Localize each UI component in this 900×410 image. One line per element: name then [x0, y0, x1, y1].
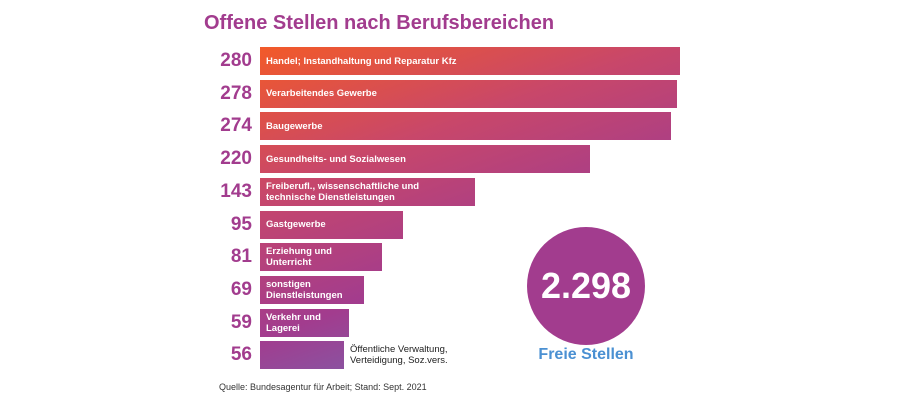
bar-row: 280 Handel; Instandhaltung und Reparatur …: [0, 47, 900, 75]
total-label: Freie Stellen: [538, 346, 634, 363]
value-label: 280: [220, 50, 252, 71]
bar-row: 143 Freiberufl., wissenschaftliche und tec…: [0, 177, 900, 206]
bar: Öffentliche Verwaltung, Verteidigung, Soz…: [260, 341, 448, 370]
category-label: Verkehr und Lagerei: [266, 309, 321, 337]
bar: Freiberufl., wissenschaftliche und techni…: [260, 177, 475, 206]
category-label: Öffentliche Verwaltung, Verteidigung, Soz…: [350, 341, 448, 369]
value-label: 59: [230, 311, 252, 333]
bar: Handel; Instandhaltung und Reparatur Kfz: [260, 47, 680, 75]
category-label: Freiberufl., wissenschaftliche und techni…: [266, 178, 419, 206]
category-label-text: Öffentliche Verwaltung, Verteidigung, Soz…: [350, 344, 448, 367]
bar: Gastgewerbe: [260, 210, 403, 239]
bar-row: 69 sonstigen Dienstleistungen: [0, 275, 900, 304]
category-label-text: Freiberufl., wissenschaftliche und techni…: [266, 180, 420, 203]
category-label: Gesundheits- und Sozialwesen: [266, 153, 406, 165]
value-label: 220: [220, 148, 252, 170]
bar: Gesundheits- und Sozialwesen: [260, 145, 590, 174]
value-label: 81: [230, 246, 252, 268]
bar-row: 56 Öffentliche Verwaltung, Verteidigung, S…: [0, 341, 900, 370]
bar-row: 95 Gastgewerbe: [0, 210, 900, 239]
bar: Erziehung und Unterricht: [260, 243, 382, 272]
value-label: 56: [230, 344, 252, 366]
category-label: Handel; Instandhaltung und Reparatur Kfz: [266, 55, 457, 67]
category-label-text: Verkehr und Lagerei: [266, 311, 321, 334]
chart-title: Offene Stellen nach Berufsbereichen: [204, 12, 555, 34]
bar-row: 274 Baugewerbe: [0, 112, 900, 141]
bar: Verkehr und Lagerei: [260, 308, 349, 337]
value-label: 143: [220, 180, 252, 202]
total-circle: 2.298: [527, 227, 645, 345]
bar-row: 81 Erziehung und Unterricht: [0, 243, 900, 272]
bar-row: 220 Gesundheits- und Sozialwesen: [0, 145, 900, 174]
bar: Verarbeitendes Gewerbe: [260, 79, 677, 108]
value-label: 69: [230, 278, 252, 300]
bar: sonstigen Dienstleistungen: [260, 275, 364, 304]
category-label: Verarbeitendes Gewerbe: [266, 88, 377, 100]
bar-row: 278 Verarbeitendes Gewerbe: [0, 79, 900, 108]
source-note: Quelle: Bundesagentur für Arbeit; Stand:…: [219, 382, 427, 392]
category-label: Gastgewerbe: [266, 219, 326, 230]
value-label: 278: [220, 82, 252, 104]
bar-row: 59 Verkehr und Lagerei: [0, 308, 900, 337]
category-label: Erziehung und Unterricht: [266, 243, 332, 271]
category-label: Baugewerbe: [266, 120, 323, 132]
total-value: 2.298: [540, 265, 632, 306]
value-label: 95: [230, 213, 252, 235]
value-label: 274: [220, 115, 252, 137]
bar: Baugewerbe: [260, 112, 671, 141]
category-label: sonstigen Dienstleistungen: [266, 276, 343, 304]
category-label-text: Erziehung und Unterricht: [266, 246, 332, 269]
category-label-text: sonstigen Dienstleistungen: [266, 278, 343, 301]
